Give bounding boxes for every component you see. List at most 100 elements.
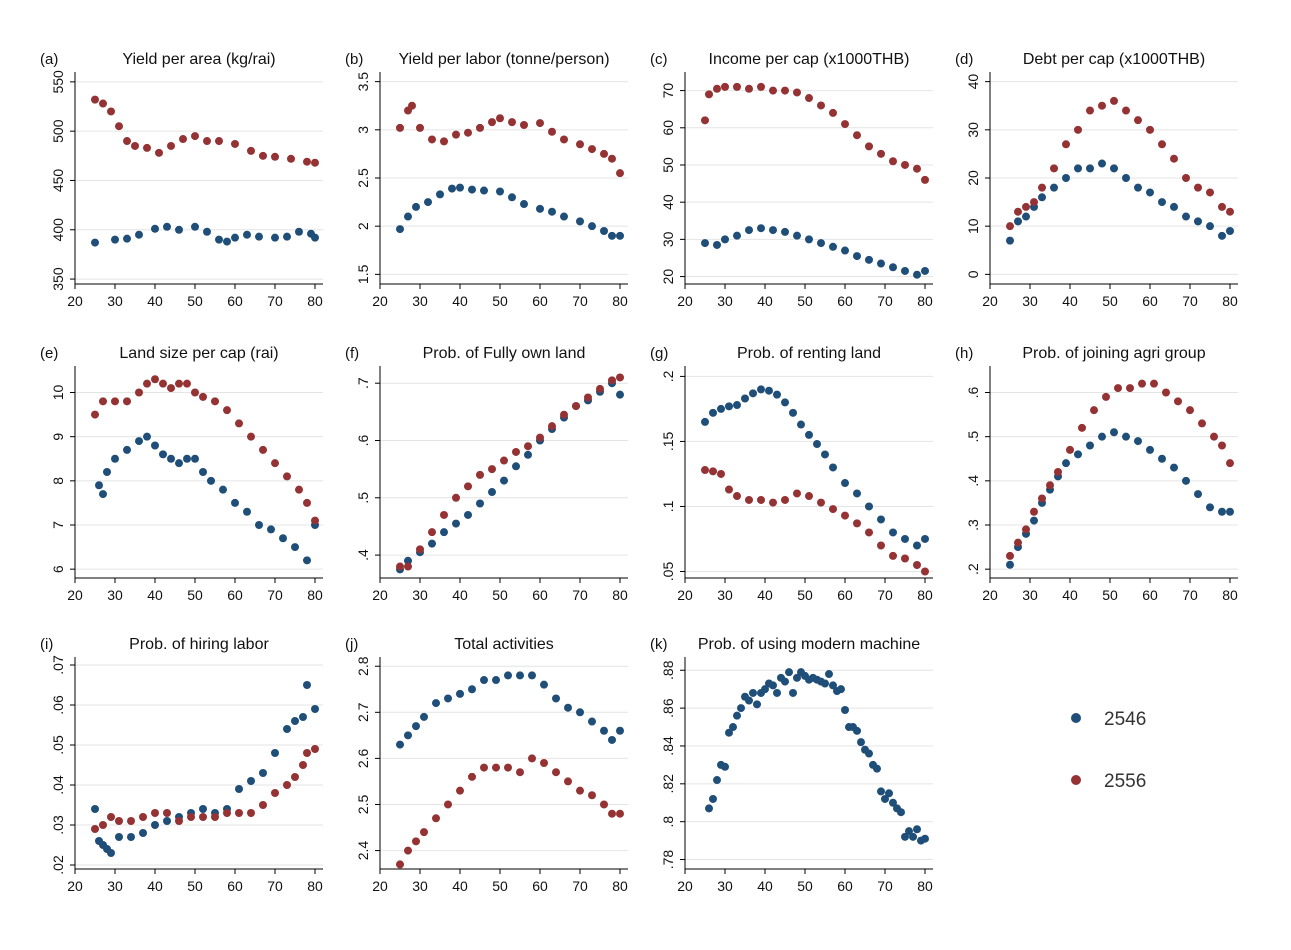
- x-tick-label: 40: [452, 878, 468, 894]
- data-point-2556: [191, 132, 199, 141]
- data-point-2556: [536, 119, 544, 128]
- y-tick-label: 2: [355, 222, 371, 230]
- data-point-2556: [271, 459, 279, 468]
- data-point-2546: [91, 238, 99, 247]
- data-point-2556: [1074, 125, 1082, 134]
- data-point-2546: [520, 200, 528, 209]
- data-point-2556: [504, 763, 512, 772]
- data-point-2546: [781, 677, 789, 686]
- data-point-2546: [143, 432, 151, 441]
- data-point-2556: [1110, 96, 1118, 105]
- data-point-2556: [139, 813, 147, 821]
- data-point-2546: [123, 234, 131, 243]
- data-point-2546: [588, 222, 596, 231]
- y-tick-label: 2.6: [355, 748, 371, 768]
- data-point-2546: [151, 224, 159, 233]
- data-point-2546: [576, 708, 584, 717]
- data-point-2556: [584, 393, 592, 402]
- data-point-2546: [1038, 193, 1046, 202]
- x-tick-label: 60: [532, 293, 548, 309]
- data-point-2556: [440, 137, 448, 146]
- data-point-2556: [408, 101, 416, 110]
- data-point-2556: [464, 482, 472, 491]
- data-point-2546: [773, 688, 781, 697]
- data-point-2556: [1086, 106, 1094, 115]
- data-point-2556: [215, 137, 223, 146]
- data-point-2556: [123, 397, 131, 406]
- y-tick-label: .6: [965, 386, 981, 398]
- data-point-2546: [785, 668, 793, 677]
- data-point-2556: [616, 169, 624, 178]
- y-tick-label: 10: [965, 218, 981, 234]
- data-point-2546: [291, 543, 299, 552]
- data-point-2556: [127, 817, 135, 825]
- x-tick-label: 50: [187, 878, 203, 894]
- data-point-2556: [1098, 101, 1106, 110]
- data-point-2546: [231, 233, 239, 242]
- x-tick-label: 20: [67, 878, 83, 894]
- data-point-2546: [476, 499, 484, 508]
- data-point-2546: [151, 821, 159, 829]
- data-point-2556: [1014, 538, 1022, 547]
- x-tick-label: 80: [307, 878, 323, 894]
- data-point-2556: [1126, 384, 1134, 393]
- data-point-2556: [877, 149, 885, 158]
- data-point-2556: [877, 541, 885, 550]
- data-point-2556: [223, 809, 231, 817]
- panel-title: Prob. of Fully own land: [423, 345, 586, 362]
- legend-marker: [1071, 775, 1081, 785]
- data-point-2556: [107, 107, 115, 116]
- data-point-2556: [1014, 207, 1022, 216]
- data-point-2546: [492, 676, 500, 685]
- data-point-2546: [1074, 450, 1082, 459]
- data-point-2556: [1078, 423, 1086, 432]
- data-point-2556: [516, 768, 524, 777]
- data-point-2546: [552, 694, 560, 703]
- data-point-2546: [781, 227, 789, 236]
- subplot: .78 .8 .82 .84 .86 .88 20 30 40 50 60 70 80 (k) Prob. …: [650, 636, 933, 894]
- data-point-2546: [1086, 164, 1094, 173]
- data-point-2546: [1074, 164, 1082, 173]
- data-point-2556: [452, 493, 460, 502]
- data-point-2546: [428, 539, 436, 548]
- subplot: .2 .3 .4 .5 .6 20 30 40 50 60 70 80 (h) Prob. of join…: [955, 345, 1238, 603]
- panel-title: Prob. of using modern machine: [698, 636, 920, 653]
- x-tick-label: 60: [837, 878, 853, 894]
- data-point-2546: [829, 463, 837, 472]
- data-point-2556: [247, 432, 255, 441]
- panel-label: (e): [40, 345, 58, 362]
- data-point-2546: [191, 222, 199, 231]
- data-point-2556: [1030, 507, 1038, 516]
- data-point-2546: [616, 726, 624, 735]
- data-point-2556: [123, 137, 131, 146]
- data-point-2556: [396, 860, 404, 869]
- x-tick-label: 70: [267, 293, 283, 309]
- data-point-2546: [813, 440, 821, 449]
- data-point-2556: [303, 498, 311, 507]
- data-point-2556: [1174, 397, 1182, 406]
- panel-title: Prob. of renting land: [737, 345, 881, 362]
- data-point-2546: [404, 556, 412, 565]
- data-point-2556: [536, 433, 544, 442]
- x-tick-label: 40: [757, 878, 773, 894]
- data-point-2556: [1046, 481, 1054, 490]
- data-point-2546: [737, 704, 745, 713]
- data-point-2546: [235, 785, 243, 793]
- x-tick-label: 30: [412, 293, 428, 309]
- data-point-2546: [905, 827, 913, 836]
- data-point-2546: [1006, 560, 1014, 569]
- data-point-2556: [1006, 222, 1014, 231]
- data-point-2556: [428, 135, 436, 144]
- data-point-2556: [283, 472, 291, 481]
- data-point-2556: [287, 154, 295, 163]
- data-point-2556: [404, 846, 412, 855]
- y-tick-label: .4: [355, 549, 371, 561]
- data-point-2556: [548, 422, 556, 431]
- x-tick-label: 60: [837, 293, 853, 309]
- data-point-2556: [600, 149, 608, 158]
- data-point-2546: [436, 190, 444, 199]
- data-point-2546: [468, 185, 476, 194]
- data-point-2546: [283, 725, 291, 733]
- data-point-2556: [151, 809, 159, 817]
- subplot: .05 .1 .15 .2 20 30 40 50 60 70 80 (g) Prob. of rent…: [650, 345, 933, 603]
